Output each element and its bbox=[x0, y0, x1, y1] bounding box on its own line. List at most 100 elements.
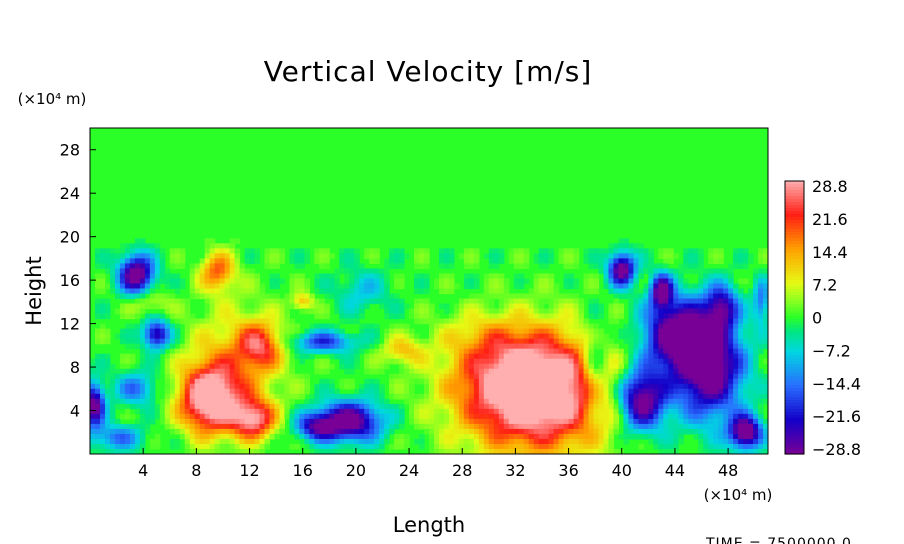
heatmap-cell bbox=[229, 323, 236, 330]
heatmap-cell bbox=[693, 338, 699, 345]
heatmap-cell bbox=[758, 373, 764, 380]
heatmap-cell bbox=[289, 328, 295, 335]
heatmap-cell bbox=[194, 408, 201, 415]
heatmap-cell bbox=[763, 278, 768, 285]
heatmap-cell bbox=[728, 318, 734, 325]
heatmap-cell bbox=[728, 443, 734, 450]
heatmap-cell bbox=[304, 308, 310, 315]
heatmap-cell bbox=[154, 343, 161, 350]
heatmap-cell bbox=[613, 348, 620, 355]
heatmap-cell bbox=[703, 408, 709, 415]
heatmap-cell bbox=[448, 358, 455, 365]
heatmap-cell bbox=[663, 418, 669, 425]
heatmap-cell bbox=[608, 348, 615, 355]
heatmap-cell bbox=[463, 318, 470, 325]
heatmap-cell bbox=[528, 418, 535, 425]
heatmap-cell bbox=[718, 338, 724, 345]
heatmap-cell bbox=[738, 333, 744, 340]
heatmap-cell bbox=[678, 308, 684, 315]
heatmap-cell bbox=[718, 288, 724, 295]
heatmap-cell bbox=[713, 278, 719, 285]
heatmap-cell bbox=[109, 288, 116, 295]
colorbar-label: 7.2 bbox=[812, 276, 837, 295]
heatmap-cell bbox=[184, 298, 191, 305]
heatmap-cell bbox=[668, 443, 674, 450]
heatmap-cell bbox=[329, 408, 335, 415]
heatmap-cell bbox=[668, 348, 674, 355]
heatmap-cell bbox=[533, 408, 540, 415]
heatmap-cell bbox=[433, 323, 440, 330]
heatmap-cell bbox=[763, 288, 768, 295]
heatmap-cell bbox=[468, 408, 475, 415]
heatmap-cell bbox=[169, 323, 176, 330]
heatmap-cell bbox=[314, 343, 320, 350]
heatmap-cell bbox=[414, 348, 420, 355]
heatmap-cell bbox=[748, 388, 754, 395]
heatmap-cell bbox=[453, 433, 460, 440]
heatmap-cell bbox=[548, 343, 555, 350]
heatmap-cell bbox=[289, 363, 295, 370]
heatmap-cell bbox=[329, 398, 335, 405]
heatmap-cell bbox=[374, 378, 380, 385]
heatmap-cell bbox=[314, 413, 320, 420]
heatmap-cell bbox=[314, 248, 320, 254]
heatmap-cell bbox=[364, 288, 370, 295]
heatmap-cell bbox=[234, 348, 241, 355]
heatmap-cell bbox=[753, 413, 759, 420]
heatmap-cell bbox=[239, 263, 246, 270]
heatmap-cell bbox=[264, 338, 271, 345]
heatmap-cell bbox=[424, 383, 430, 390]
heatmap-cell bbox=[568, 363, 575, 370]
heatmap-cell bbox=[259, 328, 266, 335]
heatmap-cell bbox=[443, 303, 450, 310]
heatmap-cell bbox=[448, 363, 455, 370]
heatmap-cell bbox=[294, 323, 300, 330]
heatmap-cell bbox=[234, 443, 241, 450]
heatmap-cell bbox=[259, 393, 266, 400]
heatmap-cell bbox=[274, 338, 281, 345]
heatmap-cell bbox=[189, 323, 196, 330]
heatmap-cell bbox=[758, 298, 764, 305]
heatmap-cell bbox=[194, 348, 201, 355]
heatmap-cell bbox=[344, 428, 350, 435]
heatmap-cell bbox=[443, 333, 450, 340]
heatmap-cell bbox=[478, 293, 485, 300]
heatmap-cell bbox=[349, 278, 355, 285]
heatmap-cell bbox=[538, 258, 545, 265]
heatmap-cell bbox=[239, 423, 246, 430]
heatmap-cell bbox=[319, 413, 325, 420]
heatmap-cell bbox=[608, 423, 615, 430]
heatmap-cell bbox=[354, 308, 360, 315]
heatmap-cell bbox=[109, 263, 116, 270]
heatmap-cell bbox=[149, 303, 156, 310]
heatmap-cell bbox=[458, 428, 465, 435]
heatmap-cell bbox=[533, 318, 540, 325]
heatmap-cell bbox=[409, 363, 415, 370]
heatmap-cell bbox=[349, 363, 355, 370]
heatmap-cell bbox=[593, 298, 600, 305]
y-tick-label: 4 bbox=[70, 402, 80, 421]
colorbar-step bbox=[785, 379, 804, 383]
heatmap-cell bbox=[389, 333, 395, 340]
heatmap-cell bbox=[359, 413, 365, 420]
heatmap-cell bbox=[478, 438, 485, 445]
heatmap-cell bbox=[438, 253, 445, 259]
heatmap-cell bbox=[553, 378, 560, 385]
heatmap-cell bbox=[493, 288, 500, 295]
colorbar-step bbox=[785, 400, 804, 404]
heatmap-cell bbox=[404, 353, 410, 360]
heatmap-cell bbox=[728, 293, 734, 300]
heatmap-cell bbox=[463, 383, 470, 390]
heatmap-cell bbox=[458, 383, 465, 390]
heatmap-cell bbox=[503, 433, 510, 440]
heatmap-cell bbox=[713, 303, 719, 310]
heatmap-cell bbox=[354, 348, 360, 355]
heatmap-cell bbox=[448, 413, 455, 420]
heatmap-cell bbox=[124, 273, 131, 280]
heatmap-cell bbox=[404, 328, 410, 335]
heatmap-cell bbox=[224, 358, 231, 365]
heatmap-cell bbox=[738, 418, 744, 425]
heatmap-cell bbox=[438, 263, 445, 270]
heatmap-cell bbox=[249, 393, 256, 400]
heatmap-cell bbox=[568, 273, 575, 280]
